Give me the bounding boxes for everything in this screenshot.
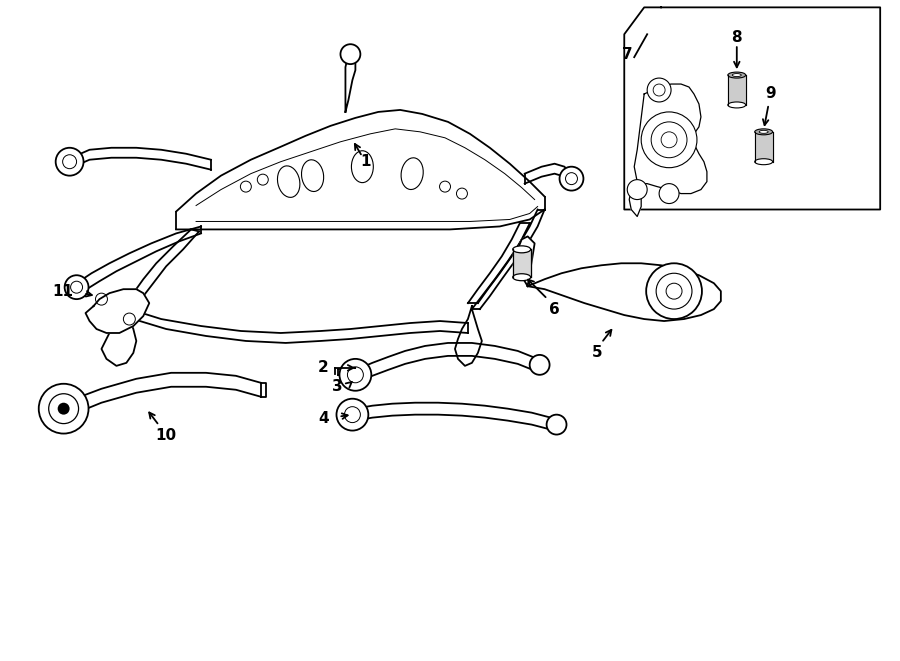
Circle shape — [647, 78, 671, 102]
Circle shape — [530, 355, 550, 375]
Ellipse shape — [728, 72, 746, 78]
Polygon shape — [126, 229, 199, 309]
Polygon shape — [176, 110, 544, 229]
Polygon shape — [755, 132, 772, 162]
Circle shape — [337, 399, 368, 430]
Ellipse shape — [728, 102, 746, 108]
Polygon shape — [86, 289, 149, 333]
Polygon shape — [728, 75, 746, 105]
Polygon shape — [629, 84, 706, 217]
Polygon shape — [525, 164, 570, 184]
Polygon shape — [513, 249, 531, 277]
Text: 11: 11 — [52, 284, 74, 299]
Polygon shape — [130, 309, 468, 343]
Circle shape — [659, 184, 679, 204]
Text: 5: 5 — [592, 346, 603, 360]
Text: 7: 7 — [622, 47, 633, 61]
Polygon shape — [472, 210, 544, 309]
Polygon shape — [74, 148, 211, 170]
Text: 9: 9 — [765, 87, 776, 102]
Circle shape — [641, 112, 697, 168]
Circle shape — [65, 275, 88, 299]
Ellipse shape — [513, 246, 531, 253]
Polygon shape — [346, 52, 356, 112]
Ellipse shape — [513, 274, 531, 281]
Text: 6: 6 — [549, 301, 560, 317]
Polygon shape — [356, 403, 554, 430]
Circle shape — [58, 403, 69, 414]
Text: 8: 8 — [732, 30, 742, 45]
Polygon shape — [527, 263, 721, 321]
Text: 1: 1 — [360, 154, 371, 169]
Circle shape — [56, 148, 84, 176]
Polygon shape — [76, 227, 201, 291]
Ellipse shape — [760, 130, 769, 134]
Circle shape — [560, 167, 583, 190]
Text: 2: 2 — [318, 360, 328, 375]
Polygon shape — [69, 373, 261, 416]
Circle shape — [546, 414, 566, 434]
Polygon shape — [518, 237, 535, 286]
Ellipse shape — [755, 159, 772, 165]
Text: 4: 4 — [318, 411, 328, 426]
Text: 3: 3 — [332, 379, 343, 394]
Circle shape — [627, 180, 647, 200]
Polygon shape — [102, 306, 136, 366]
Polygon shape — [455, 306, 482, 366]
Text: 10: 10 — [156, 428, 176, 443]
Circle shape — [340, 44, 360, 64]
Polygon shape — [468, 223, 530, 303]
Circle shape — [39, 384, 88, 434]
Circle shape — [339, 359, 372, 391]
Polygon shape — [625, 7, 880, 210]
Circle shape — [646, 263, 702, 319]
Polygon shape — [358, 343, 537, 382]
Ellipse shape — [755, 129, 772, 135]
Ellipse shape — [733, 73, 742, 77]
